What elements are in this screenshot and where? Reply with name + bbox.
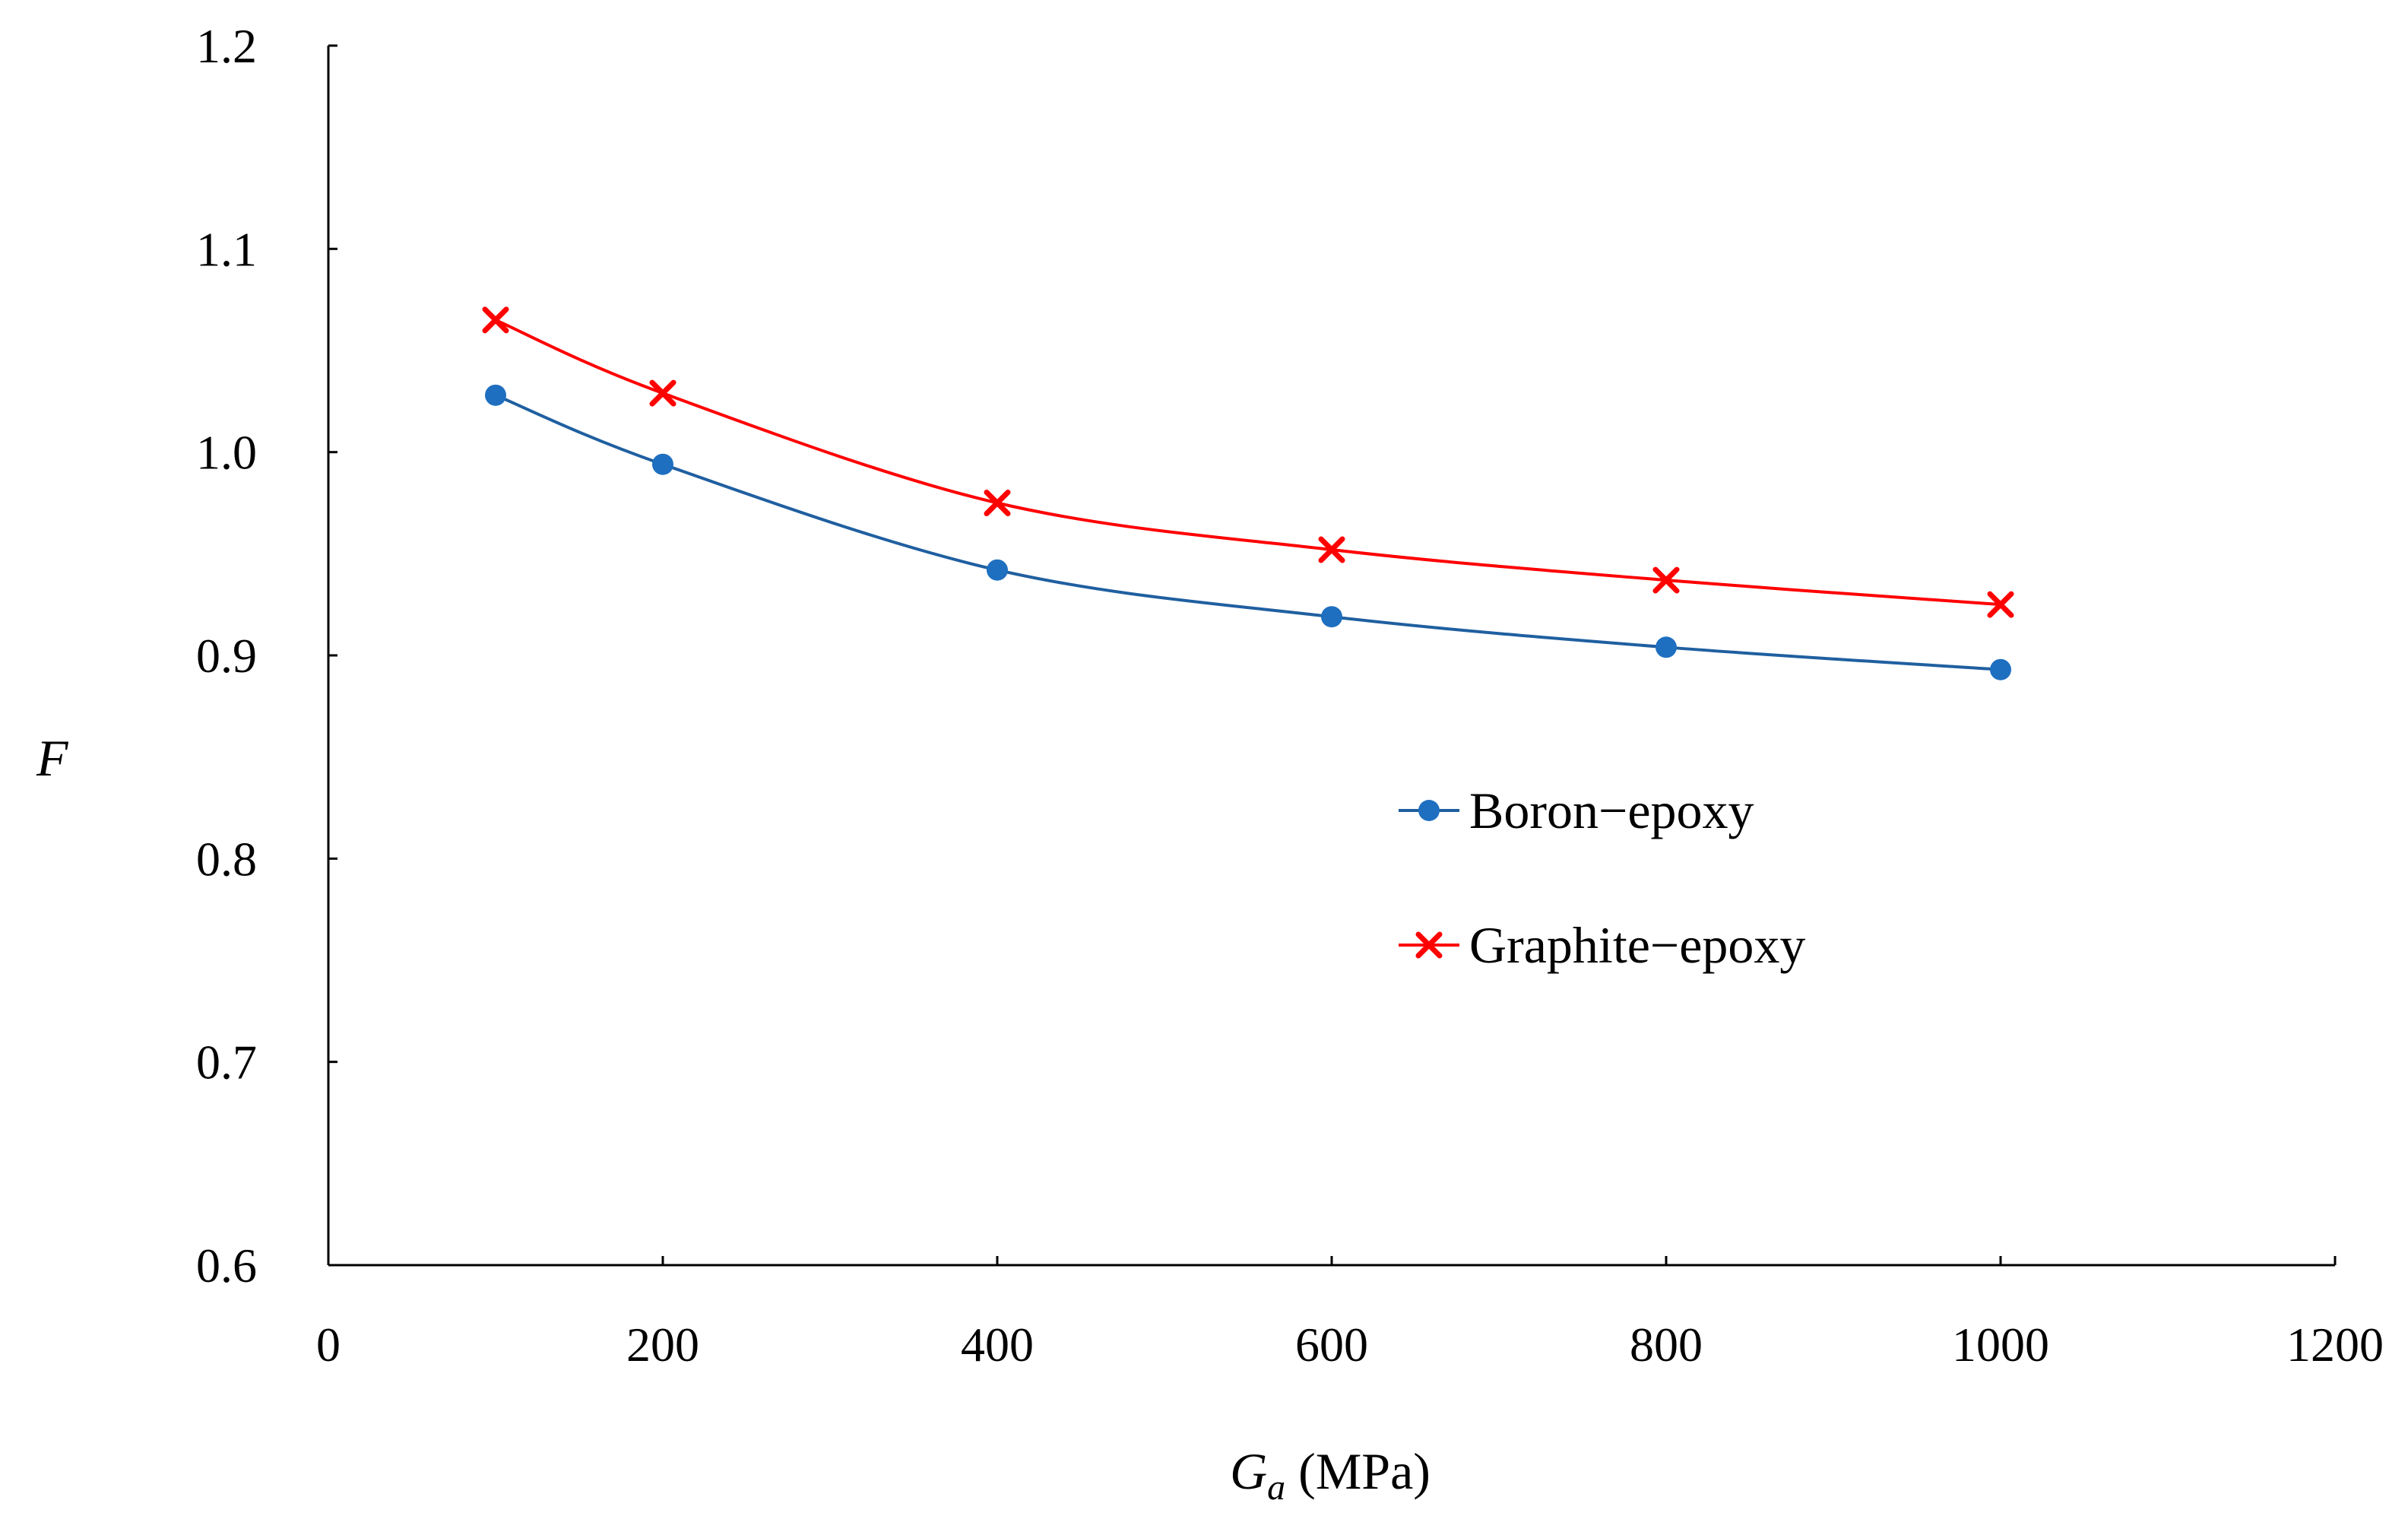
x-tick-label: 1200: [2286, 1318, 2384, 1372]
data-point: [482, 306, 509, 334]
series-group: [482, 306, 2014, 680]
y-tick-label: 1.1: [196, 222, 257, 276]
data-point: [1990, 658, 2011, 680]
x-tick-label: 800: [1630, 1318, 1703, 1372]
data-point: [1652, 566, 1680, 594]
x-tick-label: 0: [316, 1318, 341, 1372]
x-axis-title-unit: (MPa): [1285, 1442, 1431, 1500]
y-tick-label: 1.0: [196, 426, 257, 480]
data-point: [652, 453, 673, 475]
data-point: [987, 559, 1008, 581]
y-tick-label: 0.8: [196, 832, 257, 886]
y-tick-label: 0.6: [196, 1239, 257, 1293]
data-point: [1656, 636, 1677, 658]
series-line: [495, 319, 2001, 607]
legend-item-boron: Boron−epoxy: [1399, 782, 1754, 839]
axes: [327, 46, 2335, 1267]
x-tick-label: 1000: [1952, 1318, 2049, 1372]
x-axis-title-sub: a: [1267, 1467, 1285, 1508]
x-tick-label: 400: [961, 1318, 1034, 1372]
x-axis-title: Ga (MPa): [1230, 1442, 1431, 1508]
x-tick-label: 600: [1295, 1318, 1368, 1372]
legend: Boron−epoxy Graphite−epoxy: [1399, 782, 1805, 974]
y-tick-label: 1.2: [196, 19, 257, 73]
legend-label-boron: Boron−epoxy: [1469, 782, 1754, 839]
data-point: [1318, 536, 1345, 563]
legend-marker-boron: [1418, 800, 1440, 821]
legend-item-graphite: Graphite−epoxy: [1399, 916, 1805, 974]
y-tick-label: 0.9: [196, 629, 257, 683]
data-point: [649, 379, 676, 407]
ticks: 0 200 400 600 800 1000 1200 0.6 0.7 0.8 0.9 1.0 1.1 1…: [196, 19, 2384, 1372]
data-point: [485, 384, 506, 406]
x-axis-title-main: G: [1230, 1442, 1267, 1500]
x-tick-label: 200: [626, 1318, 699, 1372]
y-tick-label: 0.7: [196, 1036, 257, 1090]
series-line: [495, 393, 2001, 671]
legend-marker-graphite: [1415, 931, 1443, 959]
data-point: [1321, 606, 1342, 628]
legend-label-graphite: Graphite−epoxy: [1469, 916, 1805, 974]
y-axis-title: F: [36, 729, 69, 787]
data-point: [1987, 591, 2014, 618]
series-graphite-epoxy: [482, 306, 2014, 618]
series-boron-epoxy: [485, 384, 2011, 680]
data-point: [984, 490, 1011, 516]
